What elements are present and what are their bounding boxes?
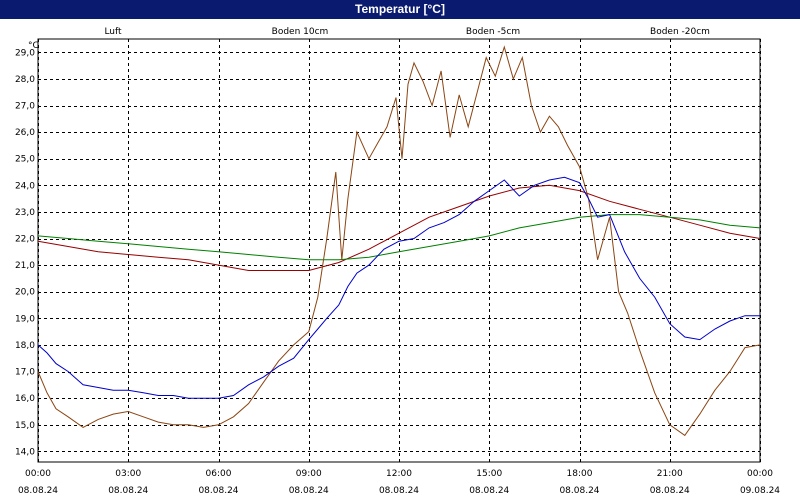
y-tick-label: 26,0 [15, 128, 35, 138]
y-tick-label: 16,0 [15, 394, 35, 404]
chart-frame: °C 29,0 28,0 27,0 26,0 25,0 24,0 23,0 22,0 21,0 20… [0, 19, 800, 500]
legend: Luft Boden 10cm Boden -5cm Boden -20cm [104, 27, 710, 37]
y-tick-label: 27,0 [15, 102, 35, 112]
y-tick-label: 25,0 [15, 155, 35, 165]
series-line-boden-20cm [37, 214, 761, 261]
x-tick-date: 08.08.24 [379, 486, 419, 496]
y-axis: °C29,0 28,0 27,0 26,0 25,0 24,0 23,0 22,0 21,0 20… [15, 41, 39, 457]
x-axis: 00:00 08.08.24 03:00 08.08.24 06:00 08.08.24 0… [18, 469, 780, 496]
x-tick-date: 08.08.24 [108, 486, 148, 496]
legend-entry: Boden 10cm [272, 27, 329, 37]
y-tick-label: 29,0 [15, 48, 35, 58]
x-tick-time: 00:00 [747, 469, 773, 479]
chart-title: Temperatur [°C] [0, 0, 800, 19]
x-tick-date: 08.08.24 [469, 486, 509, 496]
y-axis-unit: °C [28, 41, 39, 51]
x-tick-date: 08.08.24 [559, 486, 599, 496]
series-line-boden-10cm [37, 45, 761, 437]
x-tick-date: 09.08.24 [740, 486, 780, 496]
y-tick-label: 20,0 [15, 288, 35, 298]
y-tick-label: 23,0 [15, 208, 35, 218]
x-tick-time: 15:00 [476, 469, 502, 479]
series-line-luft [37, 176, 760, 399]
x-tick-date: 08.08.24 [18, 486, 58, 496]
series-line-boden-5cm [37, 184, 761, 271]
x-tick-date: 08.08.24 [198, 486, 238, 496]
y-tick-label: 22,0 [15, 235, 35, 245]
x-tick-time: 03:00 [115, 469, 141, 479]
legend-entry: Luft [104, 27, 122, 37]
y-tick-label: 21,0 [15, 261, 35, 271]
y-tick-label: 17,0 [15, 368, 35, 378]
x-tick-time: 12:00 [386, 469, 412, 479]
y-tick-label: 15,0 [15, 421, 35, 431]
x-tick-time: 18:00 [567, 469, 593, 479]
y-tick-label: 19,0 [15, 314, 35, 324]
x-tick-time: 21:00 [657, 469, 683, 479]
y-tick-label: 14,0 [15, 447, 35, 457]
grid [37, 38, 761, 463]
x-tick-time: 00:00 [25, 469, 51, 479]
y-tick-label: 18,0 [15, 341, 35, 351]
legend-entry: Boden -20cm [650, 27, 710, 37]
temperature-chart: °C29,0 28,0 27,0 26,0 25,0 24,0 23,0 22,0 21,0 20… [15, 27, 780, 496]
x-tick-date: 08.08.24 [289, 486, 329, 496]
x-tick-date: 08.08.24 [650, 486, 690, 496]
x-tick-time: 06:00 [206, 469, 232, 479]
y-tick-label: 24,0 [15, 181, 35, 191]
x-tick-time: 09:00 [296, 469, 322, 479]
legend-entry: Boden -5cm [466, 27, 520, 37]
y-tick-label: 28,0 [15, 75, 35, 85]
series-lines [37, 45, 761, 437]
